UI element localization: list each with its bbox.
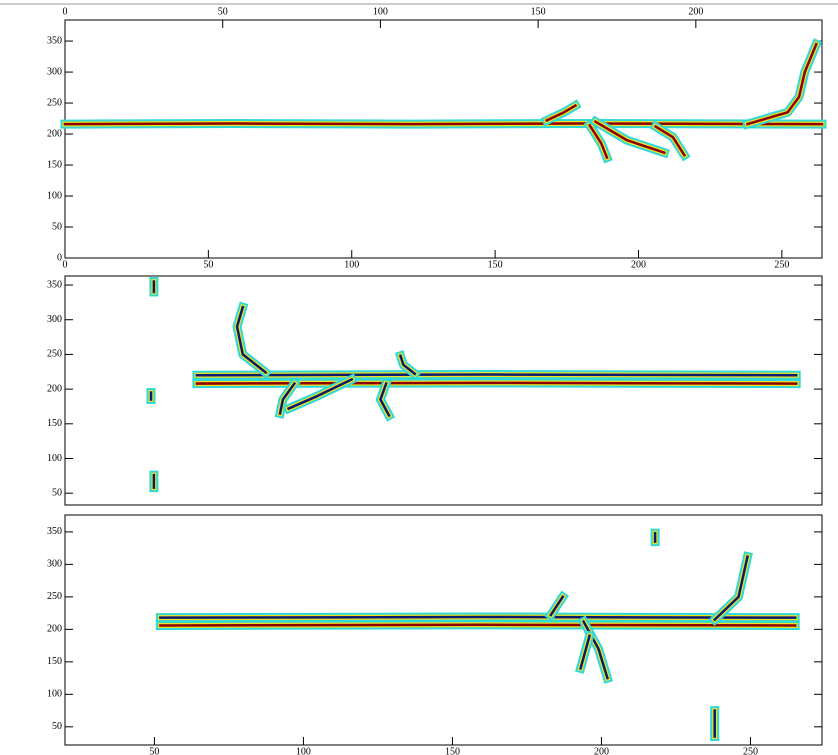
- track: [579, 634, 592, 670]
- y-tick-label: 300: [47, 314, 62, 325]
- y-tick-label: 100: [47, 453, 62, 464]
- y-tick-label: 250: [47, 349, 62, 360]
- y-tick-label: 250: [47, 97, 62, 108]
- x-tick-label: 100: [344, 259, 359, 270]
- plot-frame: [64, 19, 823, 259]
- track: [549, 595, 565, 617]
- y-tick-label: 200: [47, 128, 62, 139]
- track: [653, 124, 687, 157]
- y-tick-label: 200: [47, 624, 62, 635]
- track: [581, 619, 609, 680]
- y-tick-label: 150: [47, 418, 62, 429]
- track: [278, 381, 297, 415]
- track: [545, 103, 578, 123]
- x-tick-label: 250: [743, 746, 758, 755]
- x2-tick-label: 150: [531, 6, 546, 17]
- x-tick-label: 150: [488, 259, 503, 270]
- x-tick-label: 250: [774, 259, 789, 270]
- y-tick-label: 350: [47, 526, 62, 537]
- x-tick-label: 50: [203, 259, 213, 270]
- track: [195, 381, 798, 385]
- x2-tick-label: 200: [688, 6, 703, 17]
- y-tick-label: 250: [47, 591, 62, 602]
- y-tick-label: 350: [47, 279, 62, 290]
- x2-tick-label: 50: [218, 6, 228, 17]
- track: [63, 122, 824, 126]
- track: [235, 305, 268, 375]
- plot-frame: [64, 514, 823, 746]
- x-tick-label: 200: [594, 746, 609, 755]
- track: [195, 373, 798, 377]
- track: [379, 381, 391, 418]
- y-tick-label: 50: [52, 487, 62, 498]
- y-tick-label: 50: [52, 721, 62, 732]
- track: [398, 354, 417, 376]
- plot-frame: [64, 275, 823, 506]
- x-tick-label: 150: [445, 746, 460, 755]
- x2-tick-label: 0: [63, 6, 68, 17]
- y-tick-label: 150: [47, 159, 62, 170]
- y-tick-label: 0: [57, 252, 62, 263]
- y-tick-label: 100: [47, 190, 62, 201]
- y-tick-label: 300: [47, 559, 62, 570]
- track: [159, 623, 797, 627]
- track: [745, 42, 818, 126]
- y-tick-label: 50: [52, 221, 62, 232]
- x-tick-label: 50: [149, 746, 159, 755]
- x-tick-label: 200: [631, 259, 646, 270]
- y-tick-label: 150: [47, 656, 62, 667]
- y-tick-label: 100: [47, 689, 62, 700]
- track: [588, 123, 609, 160]
- y-tick-label: 200: [47, 383, 62, 394]
- track: [712, 555, 749, 622]
- x2-tick-label: 100: [373, 6, 388, 17]
- y-tick-label: 300: [47, 66, 62, 77]
- track: [287, 377, 354, 411]
- y-tick-label: 350: [47, 35, 62, 46]
- x-tick-label: 0: [63, 259, 68, 270]
- x-tick-label: 100: [296, 746, 311, 755]
- track: [159, 615, 797, 619]
- track: [593, 119, 666, 155]
